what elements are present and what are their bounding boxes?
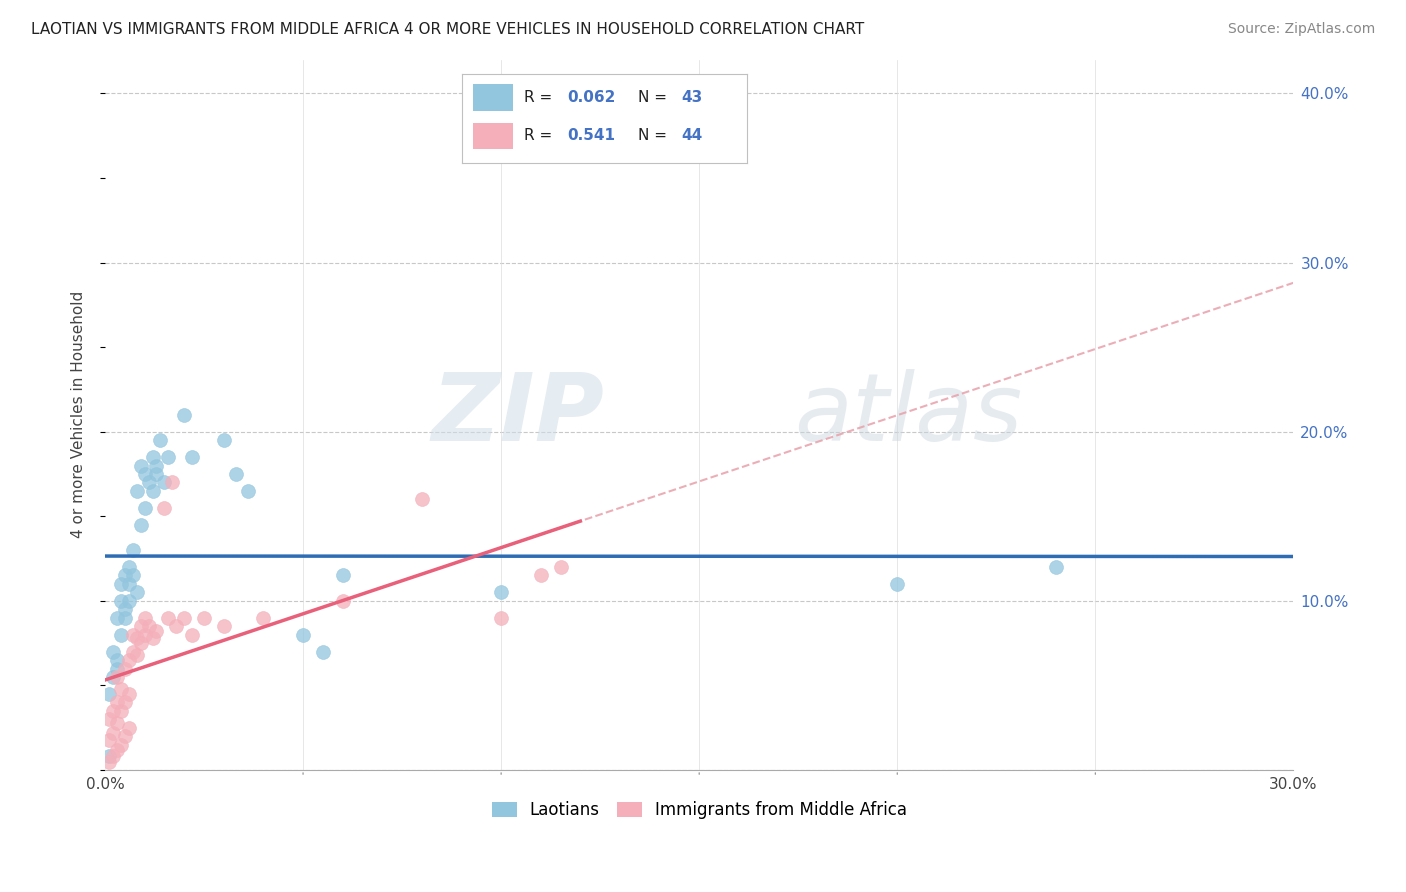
Point [173, 408, 195, 422]
Point [110, 738, 132, 752]
Point [110, 594, 132, 608]
Point [292, 628, 315, 642]
Point [157, 611, 180, 625]
Point [149, 433, 172, 447]
Point [129, 636, 152, 650]
Point [489, 611, 512, 625]
Y-axis label: 4 or more Vehicles in Household: 4 or more Vehicles in Household [72, 291, 86, 539]
Point [181, 628, 204, 642]
Point [114, 661, 136, 675]
Point [165, 619, 187, 633]
Point [105, 653, 128, 667]
Point [489, 585, 512, 599]
Point [157, 450, 180, 464]
Point [312, 644, 335, 658]
Point [97, 749, 120, 764]
Point [105, 670, 128, 684]
Point [110, 704, 132, 718]
Point [118, 577, 141, 591]
Point [114, 695, 136, 709]
Point [125, 585, 148, 599]
Point [101, 749, 124, 764]
Point [125, 631, 148, 645]
Text: ZIP: ZIP [432, 368, 605, 461]
Point [121, 628, 143, 642]
Point [225, 467, 247, 481]
Point [101, 726, 124, 740]
Point [332, 568, 354, 582]
Point [212, 433, 235, 447]
Point [97, 687, 120, 701]
Point [530, 568, 553, 582]
Point [121, 543, 143, 558]
Point [129, 458, 152, 473]
Point [114, 611, 136, 625]
Point [212, 619, 235, 633]
Point [173, 611, 195, 625]
Text: atlas: atlas [794, 369, 1022, 460]
Point [141, 450, 163, 464]
Point [252, 611, 274, 625]
Point [118, 721, 141, 735]
Point [134, 500, 156, 515]
Point [97, 712, 120, 726]
Point [118, 687, 141, 701]
Point [193, 611, 215, 625]
Point [125, 648, 148, 662]
Point [101, 644, 124, 658]
Point [114, 729, 136, 743]
Point [145, 458, 167, 473]
Point [101, 670, 124, 684]
Point [236, 483, 259, 498]
Point [153, 475, 176, 490]
Point [114, 602, 136, 616]
Point [134, 628, 156, 642]
Point [181, 450, 204, 464]
Point [110, 577, 132, 591]
Point [134, 611, 156, 625]
Point [110, 628, 132, 642]
Point [114, 568, 136, 582]
Point [145, 624, 167, 639]
Point [118, 653, 141, 667]
Point [97, 755, 120, 769]
Point [118, 560, 141, 574]
Point [121, 644, 143, 658]
Point [141, 483, 163, 498]
Point [121, 568, 143, 582]
Point [105, 715, 128, 730]
Text: Source: ZipAtlas.com: Source: ZipAtlas.com [1227, 22, 1375, 37]
Text: LAOTIAN VS IMMIGRANTS FROM MIDDLE AFRICA 4 OR MORE VEHICLES IN HOUSEHOLD CORRELA: LAOTIAN VS IMMIGRANTS FROM MIDDLE AFRICA… [31, 22, 865, 37]
Point [105, 742, 128, 756]
Point [332, 594, 354, 608]
Point [129, 619, 152, 633]
Point [101, 704, 124, 718]
Point [134, 467, 156, 481]
Point [550, 560, 572, 574]
Legend: Laotians, Immigrants from Middle Africa: Laotians, Immigrants from Middle Africa [485, 794, 914, 826]
Point [97, 732, 120, 747]
Point [105, 611, 128, 625]
Point [138, 619, 160, 633]
Point [145, 467, 167, 481]
Point [118, 594, 141, 608]
Point [105, 661, 128, 675]
Point [129, 517, 152, 532]
Point [886, 577, 908, 591]
Point [153, 500, 176, 515]
Point [141, 631, 163, 645]
Point [162, 475, 184, 490]
Point [1045, 560, 1067, 574]
Point [411, 492, 433, 507]
Point [125, 483, 148, 498]
Point [105, 695, 128, 709]
Point [138, 475, 160, 490]
Point [110, 681, 132, 696]
